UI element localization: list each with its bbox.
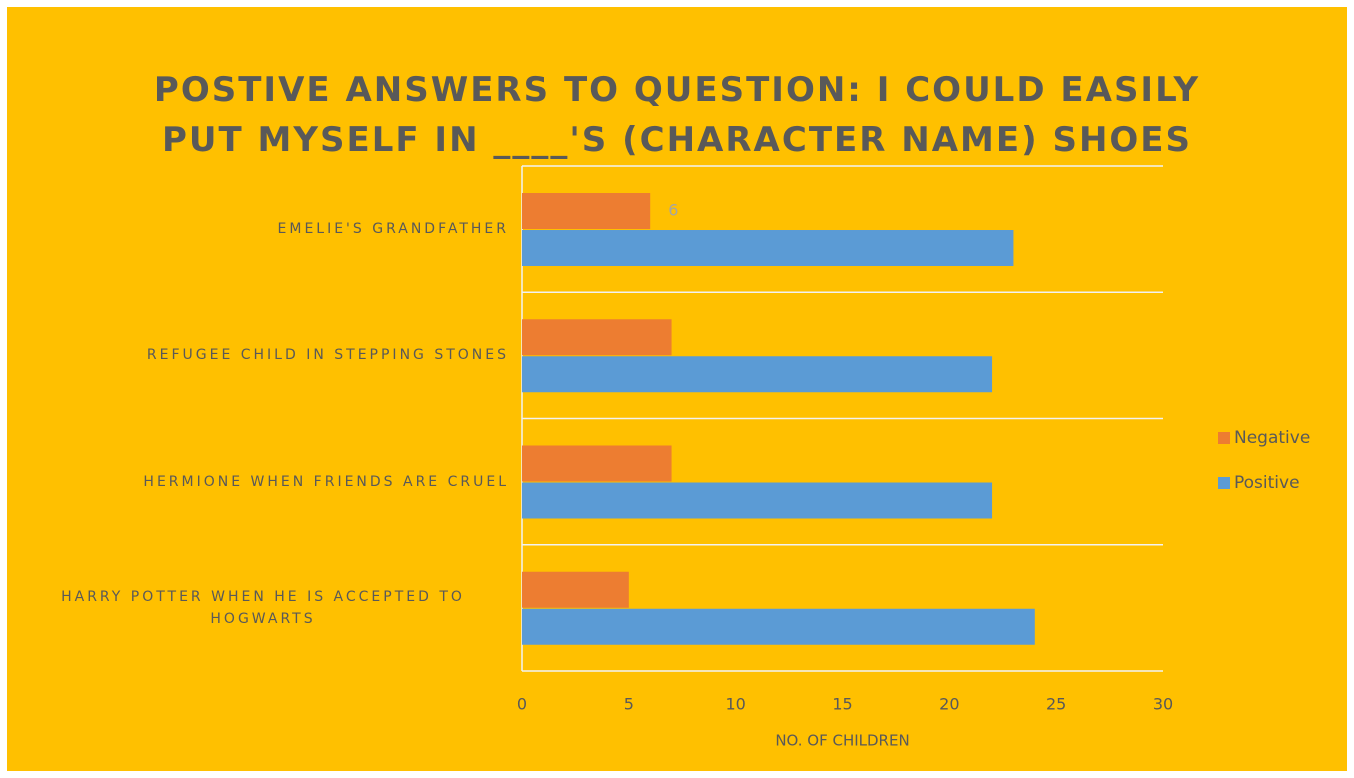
x-tick-label: 5 — [624, 695, 634, 714]
y-tick-label: EMELIE'S GRANDFATHER — [277, 221, 509, 238]
x-axis-label: NO. OF CHILDREN — [775, 732, 909, 750]
chart: POSTIVE ANSWERS TO QUESTION: I COULD EAS… — [7, 7, 1347, 771]
legend-swatch — [1218, 432, 1230, 444]
x-tick-label: 10 — [725, 695, 745, 714]
bar — [522, 193, 651, 229]
x-tick-label: 30 — [1153, 695, 1173, 714]
legend-label: Positive — [1234, 473, 1300, 493]
bar — [522, 356, 993, 393]
y-tick-label: HARRY POTTER WHEN HE IS ACCEPTED TO HOGW… — [61, 588, 465, 627]
bar — [522, 230, 1014, 266]
bar — [522, 571, 629, 608]
y-tick-label: REFUGEE CHILD IN STEPPING STONES — [146, 347, 509, 364]
x-tick-label: 15 — [832, 695, 852, 714]
y-tick-label: HERMIONE WHEN FRIENDS ARE CRUEL — [143, 473, 509, 490]
y-tick-label-box: HARRY POTTER WHEN HE IS ACCEPTED TO HOGW… — [17, 586, 509, 630]
chart-title: POSTIVE ANSWERS TO QUESTION: I COULD EAS… — [153, 70, 1201, 160]
legend-label: Negative — [1234, 428, 1310, 448]
bar — [522, 608, 1035, 645]
plot: 0 5 10 15 20 25 30 NO. OF CHILDREN 6 Negative Posi… — [517, 165, 1310, 750]
y-tick-label-box: EMELIE'S GRANDFATHER — [17, 218, 509, 240]
legend-swatch — [1218, 477, 1230, 489]
y-tick-label-box: HERMIONE WHEN FRIENDS ARE CRUEL — [17, 471, 509, 493]
x-tick-label: 0 — [517, 695, 527, 714]
x-tick-label: 20 — [939, 695, 959, 714]
bar — [522, 445, 672, 482]
x-tick-label: 25 — [1046, 695, 1066, 714]
bar — [522, 319, 672, 356]
bar — [522, 482, 993, 519]
data-label: 6 — [668, 201, 678, 220]
y-tick-label-box: REFUGEE CHILD IN STEPPING STONES — [17, 344, 509, 366]
